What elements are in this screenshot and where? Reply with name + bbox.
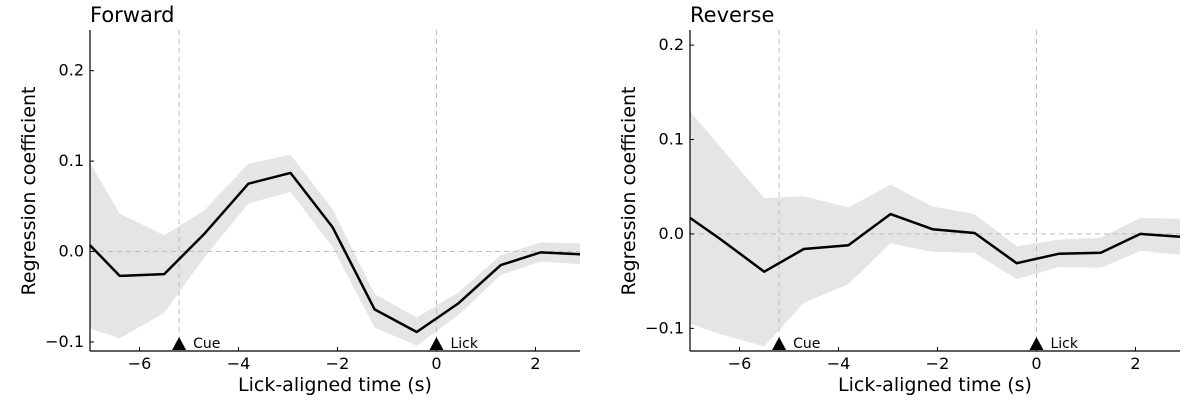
event-marker-label: Lick bbox=[450, 336, 478, 352]
axes-forward bbox=[89, 30, 580, 352]
panel-reverse: Reverse −6 −4 −2 0 2 −0.1 0.0 0.1 0.2 Cue Lick Re… bbox=[618, 3, 1181, 396]
series-line bbox=[689, 212, 1181, 273]
x-tick-label: 0 bbox=[431, 354, 441, 373]
confidence-band-forward bbox=[90, 154, 580, 346]
event-marker-triangle bbox=[1029, 337, 1044, 350]
y-tick-label: 0.2 bbox=[659, 35, 684, 54]
event-markers-forward: Cue Lick bbox=[172, 336, 479, 352]
event-marker-label: Lick bbox=[1050, 336, 1078, 352]
x-tick-label: −6 bbox=[728, 354, 752, 373]
event-marker-label: Cue bbox=[793, 336, 820, 352]
reference-lines-forward bbox=[90, 30, 580, 351]
y-tick-label: 0.2 bbox=[59, 61, 84, 80]
panel-title-forward: Forward bbox=[90, 3, 174, 27]
event-marker-triangle bbox=[772, 337, 787, 350]
x-tick-label: 2 bbox=[530, 354, 540, 373]
panel-title-reverse: Reverse bbox=[690, 3, 774, 27]
reference-lines-reverse bbox=[690, 30, 1180, 351]
event-marker-triangle bbox=[172, 337, 187, 350]
x-tick-label: −6 bbox=[128, 354, 152, 373]
y-tick-label: 0.0 bbox=[659, 224, 684, 243]
tick-labels-reverse: −6 −4 −2 0 2 −0.1 0.0 0.1 0.2 bbox=[645, 35, 1140, 373]
y-axis-label-forward: Regression coefficient bbox=[18, 87, 40, 296]
y-tick-label: −0.1 bbox=[45, 332, 84, 351]
x-tick-label: 2 bbox=[1130, 354, 1140, 373]
series-line-forward bbox=[89, 171, 581, 334]
y-tick-label: 0.1 bbox=[659, 130, 684, 149]
x-tick-label: −4 bbox=[227, 354, 251, 373]
event-markers-reverse: Cue Lick bbox=[772, 336, 1079, 352]
y-tick-label: 0.0 bbox=[59, 242, 84, 261]
series-line-reverse bbox=[689, 212, 1181, 273]
x-axis-label-forward: Lick-aligned time (s) bbox=[238, 374, 432, 396]
tick-labels-forward: −6 −4 −2 0 2 −0.1 0.0 0.1 0.2 bbox=[45, 61, 540, 373]
series-line bbox=[89, 171, 581, 334]
y-tick-label: −0.1 bbox=[645, 318, 684, 337]
event-marker-triangle bbox=[429, 337, 444, 350]
axes-reverse bbox=[689, 30, 1180, 352]
y-tick-label: 0.1 bbox=[59, 151, 84, 170]
event-marker-label: Cue bbox=[193, 336, 220, 352]
x-tick-label: 0 bbox=[1031, 354, 1041, 373]
x-tick-label: −2 bbox=[926, 354, 950, 373]
y-axis-label-reverse: Regression coefficient bbox=[618, 87, 640, 296]
x-axis-label-reverse: Lick-aligned time (s) bbox=[838, 374, 1032, 396]
x-tick-label: −4 bbox=[827, 354, 851, 373]
confidence-band bbox=[90, 154, 580, 346]
x-tick-label: −2 bbox=[326, 354, 350, 373]
panel-forward: Forward −6 −4 −2 0 2 −0.1 0.0 0.1 0.2 Cue Lick Re… bbox=[18, 3, 581, 396]
